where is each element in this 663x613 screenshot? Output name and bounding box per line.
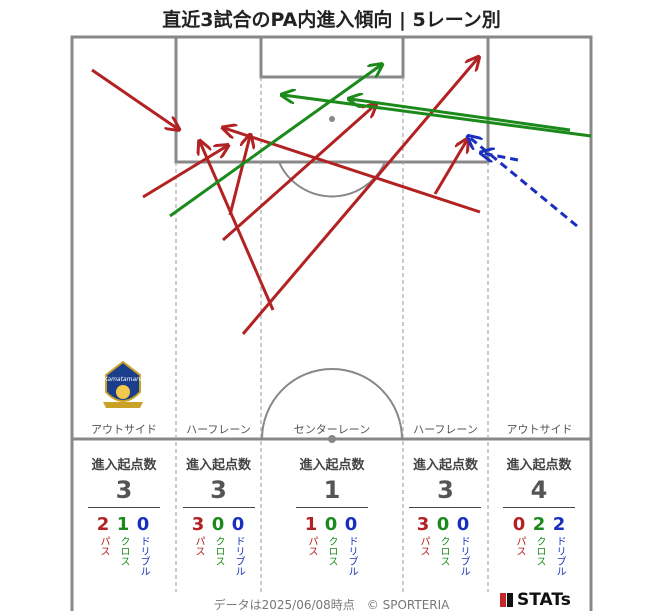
stat-divider <box>88 507 160 508</box>
dribble-count: 0 <box>344 514 358 535</box>
logo-text: Kamatamare <box>104 376 143 383</box>
stat-dribble: 2 ドリブル <box>549 514 569 580</box>
cross-count: 2 <box>532 514 546 535</box>
stat-pass: 2 パス <box>93 514 113 560</box>
stat-pass: 0 パス <box>509 514 529 560</box>
cross-arrow <box>283 95 592 138</box>
penalty-arc <box>278 161 386 198</box>
stat-pass: 1 パス <box>301 514 321 560</box>
pass-arrow <box>228 136 250 216</box>
brand-mark-icon <box>507 593 513 607</box>
stat-header: 進入起点数 <box>299 458 365 473</box>
cross-arrow <box>350 99 571 132</box>
pass-count: 0 <box>512 514 526 535</box>
stat-total: 4 <box>530 476 548 504</box>
lane-label-halflane-left: ハーフレーン <box>186 423 251 436</box>
dribble-label: ドリブル <box>138 536 149 576</box>
dribble-arrow <box>482 153 519 160</box>
stat-total: 3 <box>210 476 227 504</box>
cross-label: クロス <box>118 536 129 566</box>
stat-header: 進入起点数 <box>91 458 157 473</box>
stat-divider <box>409 507 481 508</box>
pass-arrow <box>142 146 227 199</box>
lane-label-center: センターレーン <box>293 423 371 436</box>
pass-arrow <box>222 105 375 242</box>
page-title: 直近3試合のPA内進入傾向 | 5レーン別 <box>162 9 501 31</box>
pass-arrows <box>91 58 481 335</box>
stat-cross: 2 クロス <box>529 514 549 570</box>
stat-cross: 1 クロス <box>113 514 133 570</box>
team-logo: Kamatamare <box>103 360 143 408</box>
stat-header: 進入起点数 <box>506 458 572 473</box>
cross-arrow <box>169 65 381 218</box>
dribble-arrows <box>469 137 578 228</box>
stat-total: 3 <box>437 476 454 504</box>
dribble-count: 0 <box>456 514 470 535</box>
pass-label: パス <box>306 536 317 556</box>
pass-arrow <box>433 140 467 195</box>
brand-text: STATs <box>517 590 571 610</box>
pass-arrow <box>91 68 178 129</box>
cross-label: クロス <box>326 536 337 566</box>
dribble-count: 0 <box>231 514 245 535</box>
stat-cross: 0 クロス <box>208 514 228 570</box>
pass-arrow <box>200 142 275 311</box>
pass-label: パス <box>418 536 429 556</box>
cross-label: クロス <box>534 536 545 566</box>
stat-divider <box>296 507 368 508</box>
stat-cross: 0 クロス <box>321 514 341 570</box>
penalty-spot <box>329 116 335 122</box>
stat-dribble: 0 ドリブル <box>228 514 248 580</box>
lane-label-halflane-right: ハーフレーン <box>413 423 478 436</box>
dribble-count: 2 <box>552 514 566 535</box>
lane-label-outside-left: アウトサイド <box>91 423 157 436</box>
dribble-count: 0 <box>136 514 150 535</box>
pass-count: 1 <box>304 514 318 535</box>
pass-count: 3 <box>191 514 205 535</box>
pass-count: 3 <box>416 514 430 535</box>
stat-divider <box>183 507 255 508</box>
cross-arrows <box>169 65 592 218</box>
pass-label: パス <box>98 536 109 556</box>
dribble-label: ドリブル <box>233 536 244 576</box>
cross-count: 1 <box>116 514 130 535</box>
center-circle <box>261 368 403 440</box>
dribble-label: ドリブル <box>458 536 469 576</box>
cross-label: クロス <box>438 536 449 566</box>
stat-total: 1 <box>323 476 341 504</box>
dribble-label: ドリブル <box>346 536 357 576</box>
dribble-label: ドリブル <box>554 536 565 576</box>
center-spot <box>328 435 336 443</box>
dribble-arrow <box>469 137 578 228</box>
lane-label-outside-right: アウトサイド <box>506 423 573 436</box>
lane-dividers <box>175 77 489 592</box>
stat-divider <box>503 507 575 508</box>
stat-dribble: 0 ドリブル <box>341 514 361 580</box>
goal-area <box>259 35 405 79</box>
cross-count: 0 <box>211 514 225 535</box>
cross-count: 0 <box>324 514 338 535</box>
pass-count: 2 <box>96 514 110 535</box>
stat-pass: 3 パス <box>188 514 208 560</box>
pass-label: パス <box>193 536 204 556</box>
pass-arrow <box>224 128 481 214</box>
stat-pass: 3 パス <box>413 514 433 560</box>
stat-dribble: 0 ドリブル <box>453 514 473 580</box>
stat-total: 3 <box>115 476 133 504</box>
stat-header: 進入起点数 <box>412 458 478 473</box>
brand-logo: STATs <box>500 590 571 610</box>
stat-cross: 0 クロス <box>433 514 453 570</box>
stat-dribble: 0 ドリブル <box>133 514 153 580</box>
cross-label: クロス <box>213 536 224 566</box>
stat-header: 進入起点数 <box>185 458 251 473</box>
pass-label: パス <box>514 536 525 556</box>
brand-mark-icon <box>500 593 506 607</box>
cross-count: 0 <box>436 514 450 535</box>
footer-note: データは2025/06/08時点 © SPORTERIA <box>213 598 450 612</box>
pass-arrow <box>241 58 478 335</box>
